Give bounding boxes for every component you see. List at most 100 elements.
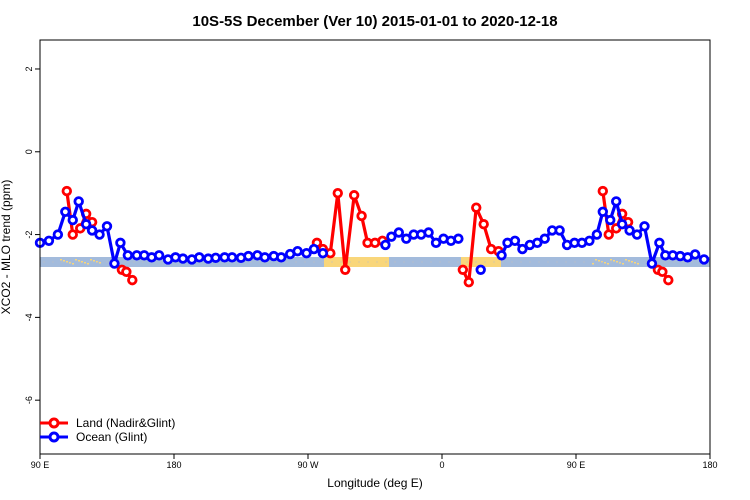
data-point bbox=[654, 237, 665, 249]
legend-ocean-label: Ocean (Glint) bbox=[76, 430, 147, 444]
data-point bbox=[332, 187, 343, 199]
island-patch bbox=[75, 259, 77, 261]
data-point bbox=[457, 264, 469, 275]
data-point bbox=[380, 239, 391, 251]
data-point bbox=[52, 229, 64, 240]
band-dot bbox=[331, 261, 333, 263]
y-axis-label: XCO2 - MLO trend (ppm) bbox=[0, 180, 13, 315]
data-point bbox=[603, 229, 614, 240]
island-patch bbox=[60, 259, 62, 261]
data-point bbox=[308, 243, 320, 255]
x-axis: 90 E 180 90 W 0 90 E 180 bbox=[31, 454, 718, 470]
band-dot bbox=[376, 261, 378, 263]
data-point bbox=[340, 264, 351, 275]
data-point bbox=[121, 266, 132, 278]
band-dot bbox=[529, 261, 531, 263]
island-patch bbox=[613, 260, 615, 262]
data-point bbox=[532, 237, 543, 249]
data-point bbox=[94, 229, 105, 240]
y-axis: 2 0 -2 -4 -6 bbox=[24, 66, 40, 404]
band-dot bbox=[412, 261, 414, 263]
data-point bbox=[73, 196, 84, 207]
band-dot bbox=[466, 261, 468, 263]
data-point bbox=[401, 233, 412, 244]
y-tick-label: -2 bbox=[24, 231, 34, 239]
band-dot bbox=[637, 261, 639, 263]
data-point bbox=[475, 264, 486, 275]
data-point bbox=[393, 227, 405, 238]
band-dot bbox=[394, 261, 396, 263]
data-point bbox=[631, 229, 643, 240]
data-point bbox=[177, 253, 189, 264]
x-tick-label: 180 bbox=[166, 460, 181, 470]
data-point bbox=[101, 221, 113, 232]
data-point bbox=[226, 252, 238, 263]
band-dot bbox=[349, 261, 351, 263]
data-point bbox=[276, 252, 287, 263]
data-point bbox=[471, 202, 482, 213]
data-point bbox=[301, 248, 312, 259]
island-patch bbox=[81, 261, 83, 263]
band-dot bbox=[340, 261, 342, 263]
legend-land-label: Land (Nadir&Glint) bbox=[76, 416, 175, 430]
band-dot bbox=[250, 261, 252, 263]
band-dot bbox=[574, 261, 576, 263]
band-dot bbox=[277, 261, 279, 263]
legend-land-marker bbox=[48, 417, 60, 429]
band-dot bbox=[106, 261, 108, 263]
island-patch bbox=[619, 262, 621, 264]
island-patch bbox=[598, 260, 600, 262]
data-point bbox=[194, 252, 205, 263]
band-dot bbox=[601, 261, 603, 263]
island-patch bbox=[72, 263, 74, 265]
island-patch bbox=[622, 263, 624, 265]
data-point bbox=[616, 219, 628, 230]
x-tick-label: 0 bbox=[439, 460, 444, 470]
band-dot bbox=[79, 261, 81, 263]
series-1 bbox=[34, 196, 710, 275]
band-dot bbox=[682, 261, 684, 263]
band-dot bbox=[286, 261, 288, 263]
data-point bbox=[61, 185, 73, 197]
band-dot bbox=[70, 261, 72, 263]
band-dot bbox=[610, 261, 612, 263]
data-point bbox=[663, 274, 674, 286]
band-dot bbox=[619, 261, 621, 263]
island-patch bbox=[607, 263, 609, 265]
band-dot bbox=[43, 261, 45, 263]
data-point bbox=[698, 254, 710, 265]
data-point bbox=[539, 233, 550, 244]
data-point bbox=[356, 210, 367, 222]
band-dot bbox=[88, 261, 90, 263]
band-dot bbox=[511, 261, 513, 263]
legend-ocean-marker bbox=[48, 431, 60, 443]
island-patch bbox=[628, 260, 630, 262]
island-patch bbox=[96, 261, 98, 263]
band-dot bbox=[448, 261, 450, 263]
data-point bbox=[605, 214, 616, 226]
data-point bbox=[463, 276, 474, 288]
data-point bbox=[153, 250, 165, 261]
band-dot bbox=[691, 261, 693, 263]
island-patch bbox=[93, 260, 95, 262]
island-patch bbox=[637, 263, 639, 265]
y-tick-label: 2 bbox=[24, 66, 34, 71]
band-dot bbox=[673, 261, 675, 263]
island-patch bbox=[631, 261, 633, 263]
data-point bbox=[243, 250, 254, 262]
island-patch bbox=[63, 260, 65, 262]
band-dot bbox=[259, 261, 261, 263]
band-dot bbox=[538, 261, 540, 263]
island-patch bbox=[610, 259, 612, 261]
data-point bbox=[591, 229, 603, 240]
island-patch bbox=[84, 262, 86, 264]
data-point bbox=[453, 233, 464, 244]
data-point bbox=[60, 206, 71, 218]
island-patch bbox=[90, 259, 92, 261]
band-dot bbox=[61, 261, 63, 263]
data-point bbox=[584, 235, 595, 246]
band-dot bbox=[457, 261, 459, 263]
band-dot bbox=[268, 261, 270, 263]
band-dot bbox=[295, 261, 297, 263]
